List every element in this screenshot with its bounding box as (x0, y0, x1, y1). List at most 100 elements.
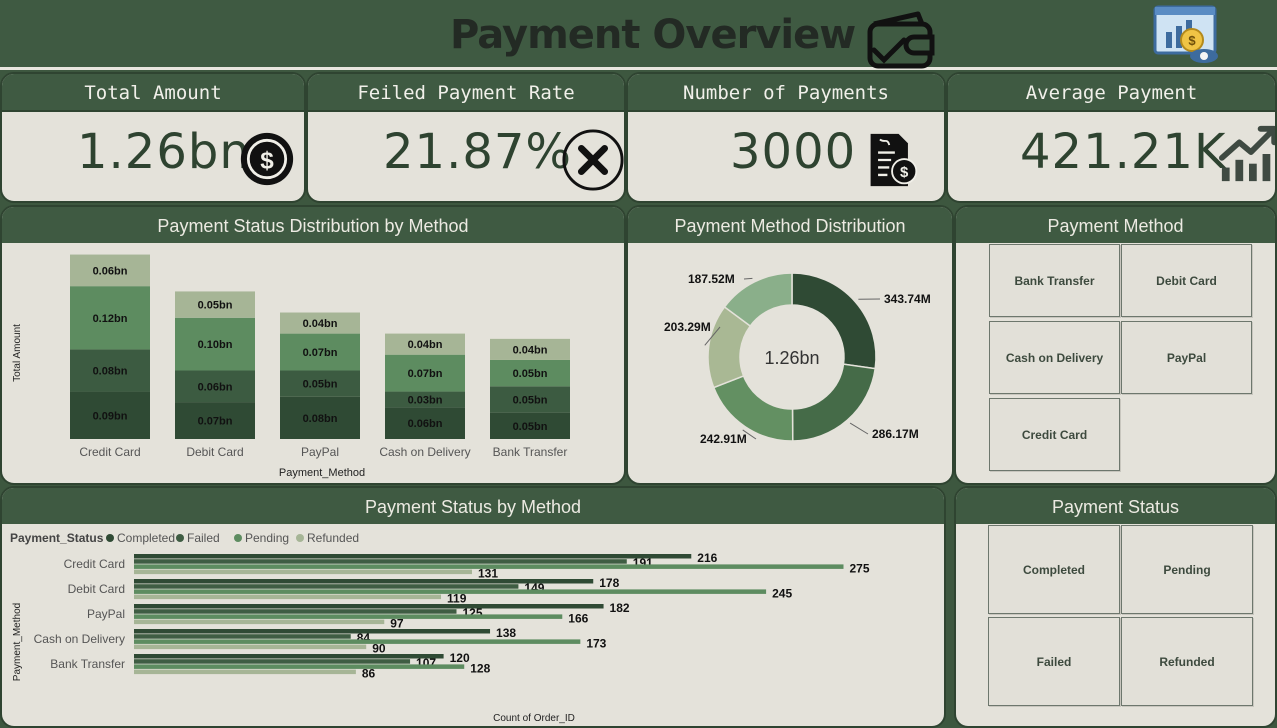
x-tick-label: Credit Card (79, 445, 140, 459)
x-tick-label: Debit Card (186, 445, 243, 459)
leader-line (849, 422, 869, 435)
bar[interactable] (134, 554, 692, 559)
legend-item[interactable]: Completed (117, 531, 175, 545)
bar-segment[interactable] (385, 333, 465, 355)
kpi-label: Feiled Payment Rate (308, 74, 624, 112)
slicer-option-credit-card[interactable]: Credit Card (989, 398, 1120, 471)
slicer-option-cash-on-delivery[interactable]: Cash on Delivery (989, 321, 1120, 394)
bar-segment[interactable] (280, 370, 360, 397)
bar[interactable] (134, 619, 385, 625)
bar[interactable] (134, 654, 444, 659)
svg-text:$: $ (1188, 33, 1196, 48)
legend-item[interactable]: Refunded (307, 531, 359, 545)
x-tick-label: Bank Transfer (493, 445, 568, 459)
data-label: 138 (496, 626, 516, 640)
data-label: 0.04bn (303, 318, 338, 330)
bar-segment[interactable] (70, 286, 150, 350)
bar[interactable] (134, 644, 367, 650)
legend-item[interactable]: Pending (245, 531, 289, 545)
bar[interactable] (134, 559, 627, 564)
bar-segment[interactable] (385, 407, 465, 439)
data-label: 166 (568, 611, 588, 625)
bar[interactable] (134, 614, 563, 619)
data-label: 86 (362, 667, 376, 681)
bar[interactable] (134, 569, 472, 575)
slice-label: 286.17M (872, 427, 919, 441)
bar-segment[interactable] (490, 338, 570, 360)
bar-segment[interactable] (490, 386, 570, 413)
slicer-option-paypal[interactable]: PayPal (1121, 321, 1252, 394)
y-tick-label: Debit Card (68, 582, 125, 596)
bar-segment[interactable] (490, 359, 570, 387)
bar[interactable] (134, 664, 465, 669)
bar-segment[interactable] (70, 349, 150, 392)
bar-segment[interactable] (175, 317, 255, 371)
bar-segment[interactable] (280, 396, 360, 439)
legend-swatch (234, 534, 242, 542)
bar[interactable] (134, 589, 767, 594)
data-label: 0.07bn (198, 416, 233, 428)
y-axis-label: Payment_Method (12, 603, 23, 681)
slicer-option-pending[interactable]: Pending (1121, 525, 1253, 614)
bar[interactable] (134, 564, 844, 569)
bar-segment[interactable] (385, 354, 465, 392)
data-label: 182 (610, 601, 630, 615)
y-axis-label: Total Amount (12, 324, 23, 382)
data-label: 0.08bn (93, 365, 128, 377)
bar-segment[interactable] (70, 254, 150, 287)
data-label: 0.05bn (513, 421, 548, 433)
slicer-option-bank-transfer[interactable]: Bank Transfer (989, 244, 1120, 317)
bar-segment[interactable] (280, 312, 360, 334)
slicer-option-failed[interactable]: Failed (988, 617, 1120, 706)
donut-slice[interactable] (723, 272, 793, 328)
data-label: 0.05bn (198, 300, 233, 312)
data-label: 0.05bn (513, 368, 548, 380)
bar[interactable] (134, 594, 442, 600)
kpi-value: 421.21K (1020, 124, 1227, 180)
data-label: 275 (850, 561, 870, 575)
svg-text:$: $ (260, 147, 274, 174)
bar-segment[interactable] (175, 291, 255, 318)
bar[interactable] (134, 609, 457, 614)
bar[interactable] (134, 579, 594, 584)
slice-label: 187.52M (688, 272, 735, 286)
bar-segment[interactable] (70, 391, 150, 439)
donut-slice[interactable] (791, 363, 877, 442)
bar[interactable] (134, 639, 581, 644)
data-label: 178 (599, 576, 619, 590)
data-label: 0.10bn (198, 339, 233, 351)
data-label: 0.06bn (93, 265, 128, 277)
bar-segment[interactable] (385, 391, 465, 408)
status-distribution-chart-card: Payment Status Distribution by Method 0.… (0, 205, 626, 485)
data-label: 0.07bn (408, 368, 443, 380)
slicer-option-refunded[interactable]: Refunded (1121, 617, 1253, 706)
slicer-option-debit-card[interactable]: Debit Card (1121, 244, 1252, 317)
data-label: 128 (470, 661, 490, 675)
slicer-option-completed[interactable]: Completed (988, 525, 1120, 614)
bar-segment[interactable] (175, 402, 255, 439)
legend-swatch (176, 534, 184, 542)
slice-label: 242.91M (700, 432, 747, 446)
bar[interactable] (134, 669, 356, 675)
page-title: Payment Overview (450, 12, 856, 58)
bar-segment[interactable] (490, 412, 570, 439)
y-tick-label: Credit Card (64, 557, 125, 571)
donut-chart: 343.74M 286.17M 242.91M 203.29M 187.52M 1.26b… (664, 272, 931, 446)
payment-method-slicer: Payment Method Bank Transfer Debit Card … (954, 205, 1277, 485)
data-label: 173 (586, 636, 606, 650)
growth-chart-icon (1218, 125, 1275, 182)
leader-line (704, 326, 721, 346)
data-label: 0.12bn (93, 313, 128, 325)
bar[interactable] (134, 659, 411, 664)
data-label: 97 (390, 617, 404, 631)
bar-segment[interactable] (175, 370, 255, 403)
data-label: 0.05bn (303, 379, 338, 391)
section-title: Payment Method Distribution (628, 207, 952, 243)
bar[interactable] (134, 604, 604, 609)
bar[interactable] (134, 634, 351, 639)
legend-item[interactable]: Failed (187, 531, 220, 545)
bar[interactable] (134, 629, 491, 634)
bar-segment[interactable] (280, 333, 360, 371)
analytics-monitor-icon: $ (1153, 5, 1218, 63)
bar[interactable] (134, 584, 519, 589)
